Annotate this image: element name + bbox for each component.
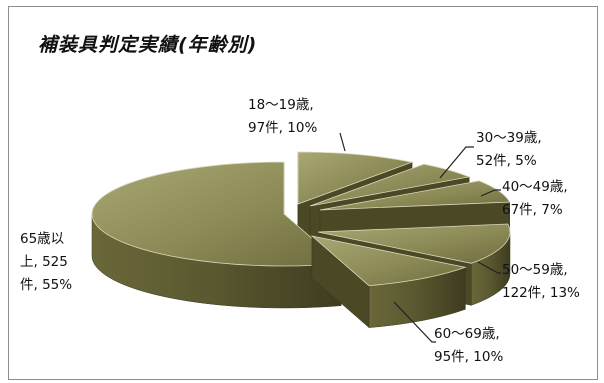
leader-line-4 — [393, 301, 436, 343]
data-label-5-line-2: 件, 55% — [20, 277, 72, 293]
data-label-4-line-0: 60～69歳, — [434, 326, 500, 342]
data-label-4: 60～69歳, 95件, 10% — [434, 326, 503, 365]
data-label-4-line-1: 95件, 10% — [434, 349, 503, 365]
data-label-2: 40～49歳, 67件, 7% — [502, 179, 568, 218]
data-label-0-line-1: 97件, 10% — [248, 120, 317, 136]
data-label-2-line-0: 40～49歳, — [502, 179, 568, 195]
data-label-5-line-1: 上, 525 — [20, 254, 68, 270]
data-label-0: 18～19歳, 97件, 10% — [248, 97, 317, 136]
data-label-5-line-0: 65歳以 — [20, 231, 65, 247]
data-label-5: 65歳以上, 525 件, 55% — [20, 231, 72, 293]
leader-line-2 — [480, 189, 501, 197]
data-label-0-line-0: 18～19歳, — [248, 97, 314, 113]
chart-title: 補装具判定実績(年齢別) — [38, 34, 258, 56]
pie-slice-4 — [310, 235, 467, 329]
data-label-2-line-1: 67件, 7% — [502, 202, 563, 218]
leader-line-3 — [477, 261, 501, 274]
data-label-3-line-1: 122件, 13% — [502, 285, 580, 301]
data-label-1-line-1: 52件, 5% — [476, 153, 537, 169]
leader-line-1 — [439, 146, 474, 179]
data-label-3: 50～59歳, 122件, 13% — [502, 262, 580, 301]
leader-line-0 — [339, 132, 346, 152]
data-label-1: 30～39歳, 52件, 5% — [476, 130, 542, 169]
data-label-3-line-0: 50～59歳, — [502, 262, 568, 278]
data-label-1-line-0: 30～39歳, — [476, 130, 542, 146]
